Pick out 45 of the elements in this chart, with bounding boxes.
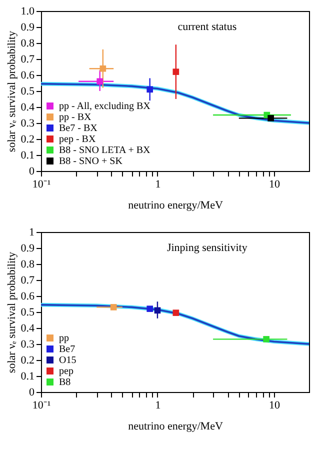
y-tick-label: 0.5 xyxy=(20,86,35,98)
legend-label: B8 - SNO + SK xyxy=(59,156,124,167)
legend-label: O15 xyxy=(59,355,76,366)
y-tick-label: 0.1 xyxy=(20,150,34,162)
y-tick-label: 0 xyxy=(29,386,35,398)
x-axis-title: neutrino energy/MeV xyxy=(128,420,223,432)
y-tick-label: 0.3 xyxy=(20,118,35,130)
text: Jinping sensitivity xyxy=(166,242,248,254)
x-tick-label: 10⁻¹ xyxy=(32,178,51,190)
y-tick-label: 0.4 xyxy=(20,322,35,334)
y-tick-label: 0.9 xyxy=(20,22,35,34)
y-tick-label: 0 xyxy=(29,166,35,178)
y-tick-label: 0.7 xyxy=(20,54,35,66)
y-tick-label: 0.8 xyxy=(20,38,35,50)
legend-label: B8 xyxy=(59,377,71,388)
y-tick-label: 0.2 xyxy=(20,354,34,366)
y-tick-label: 0.2 xyxy=(20,134,34,146)
text: current status xyxy=(178,21,237,33)
legend-label: pp - All, excluding BX xyxy=(59,101,152,112)
y-tick-label: 0.4 xyxy=(20,102,35,114)
legend-label: B8 - SNO LETA + BX xyxy=(59,145,152,156)
y-tick-label: 0.6 xyxy=(20,290,35,302)
y-tick-label: 0.5 xyxy=(20,306,35,318)
y-axis-title: solar νₑ survival probability xyxy=(6,30,18,152)
x-tick-label: 10 xyxy=(268,400,280,412)
legend-label: pp - BX xyxy=(59,112,92,123)
legend-label: pp xyxy=(59,333,69,344)
x-axis-title: neutrino energy/MeV xyxy=(128,200,223,212)
x-tick-label: 1 xyxy=(155,178,161,190)
y-axis-title: solar νₑ survival probability xyxy=(6,251,18,374)
legend-label: Be7 - BX xyxy=(59,123,98,134)
legend-label: pep - BX xyxy=(59,134,96,145)
legend-label: Be7 xyxy=(59,344,76,355)
x-tick-label: 1 xyxy=(155,400,161,412)
y-tick-label: 0.3 xyxy=(20,338,35,350)
y-tick-label: 0.9 xyxy=(20,242,35,254)
y-tick-label: 1 xyxy=(29,226,34,238)
y-tick-label: 0.1 xyxy=(20,370,34,382)
y-tick-label: 0.7 xyxy=(20,274,35,286)
x-tick-label: 10 xyxy=(268,178,280,190)
legend-label: pep xyxy=(59,366,74,377)
x-tick-label: 10⁻¹ xyxy=(32,400,51,412)
y-tick-label: 0.6 xyxy=(20,70,35,82)
y-tick-label: 0.8 xyxy=(20,258,35,270)
y-tick-label: 1.0 xyxy=(20,6,35,18)
